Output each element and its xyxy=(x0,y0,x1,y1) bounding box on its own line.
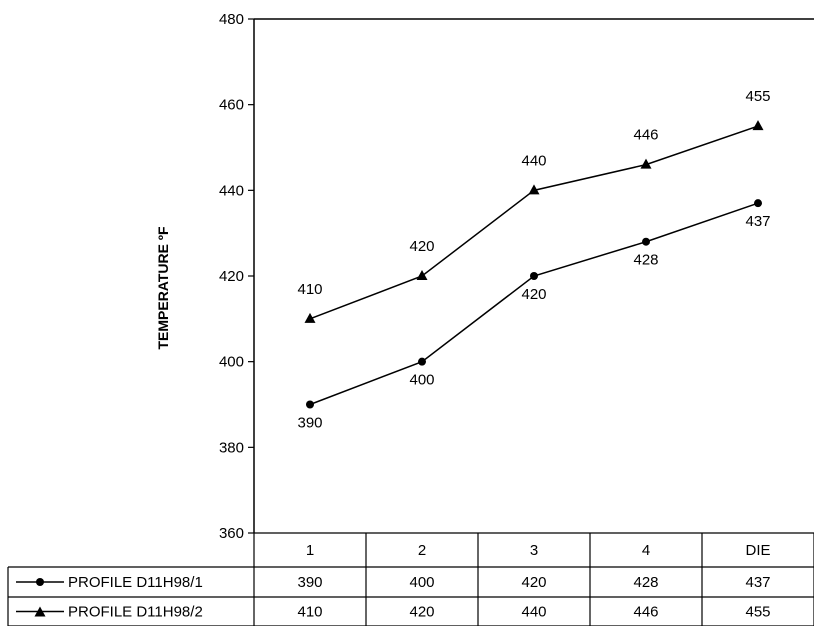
series-2: 410 420 440 446 455 xyxy=(297,88,771,323)
data-point xyxy=(306,400,314,409)
y-tick-label: 480 xyxy=(219,11,244,28)
table-cell-value: 420 xyxy=(521,574,546,591)
y-axis: 360 380 400 420 440 460 480 xyxy=(219,11,254,542)
legend-key-marker xyxy=(34,606,46,617)
table-cell-value: 437 xyxy=(745,574,770,591)
data-point xyxy=(418,357,426,366)
x-tick-label: 3 xyxy=(530,542,538,559)
legend-series-name: PROFILE D11H98/2 xyxy=(68,604,203,621)
legend-series-name: PROFILE D11H98/1 xyxy=(68,574,203,591)
x-tick-label: DIE xyxy=(745,542,770,559)
data-label: 400 xyxy=(409,372,434,389)
table-cell-value: 410 xyxy=(297,604,322,621)
data-label: 420 xyxy=(521,286,546,303)
data-label: 455 xyxy=(745,88,770,105)
data-point xyxy=(304,312,316,323)
y-tick-label: 420 xyxy=(219,268,244,285)
data-point xyxy=(752,120,764,131)
data-point xyxy=(528,184,540,195)
data-point xyxy=(530,272,538,280)
data-label: 420 xyxy=(409,238,434,255)
data-label: 437 xyxy=(745,213,770,230)
y-tick-label: 400 xyxy=(219,354,244,371)
y-tick-label: 380 xyxy=(219,439,244,456)
table-cell-value: 428 xyxy=(633,574,658,591)
table-cell-value: 390 xyxy=(297,574,322,591)
data-label: 410 xyxy=(297,281,322,298)
table-cell-value: 400 xyxy=(409,574,434,591)
table-cell-value: 455 xyxy=(745,604,770,621)
y-tick-label: 460 xyxy=(219,97,244,114)
table-cell-value: 446 xyxy=(633,604,658,621)
data-table: 1 2 3 4 DIE PROFILE D11H98/1 390 400 420 428 437 PR… xyxy=(7,532,814,626)
series-layer: 390 400 420 428 437 410 420 440 446 455 xyxy=(297,88,770,431)
table-cell-value: 440 xyxy=(521,604,546,621)
x-tick-label: 1 xyxy=(306,542,314,559)
y-tick-label: 360 xyxy=(219,525,244,542)
x-tick-label: 2 xyxy=(418,542,426,559)
x-tick-label: 4 xyxy=(642,542,650,559)
legend-key-marker xyxy=(36,578,44,586)
series-line xyxy=(309,202,759,406)
data-label: 428 xyxy=(633,252,658,269)
data-point xyxy=(416,270,428,280)
data-point xyxy=(642,237,650,246)
data-label: 440 xyxy=(521,152,546,169)
data-label: 390 xyxy=(297,415,322,432)
series-1: 390 400 420 428 437 xyxy=(297,199,771,432)
data-point xyxy=(640,158,652,169)
y-axis-label: TEMPERATURE ºF xyxy=(155,226,171,350)
table-cell-value: 420 xyxy=(409,604,434,621)
y-tick-label: 440 xyxy=(219,182,244,199)
data-point xyxy=(754,199,762,208)
data-label: 446 xyxy=(633,127,658,144)
